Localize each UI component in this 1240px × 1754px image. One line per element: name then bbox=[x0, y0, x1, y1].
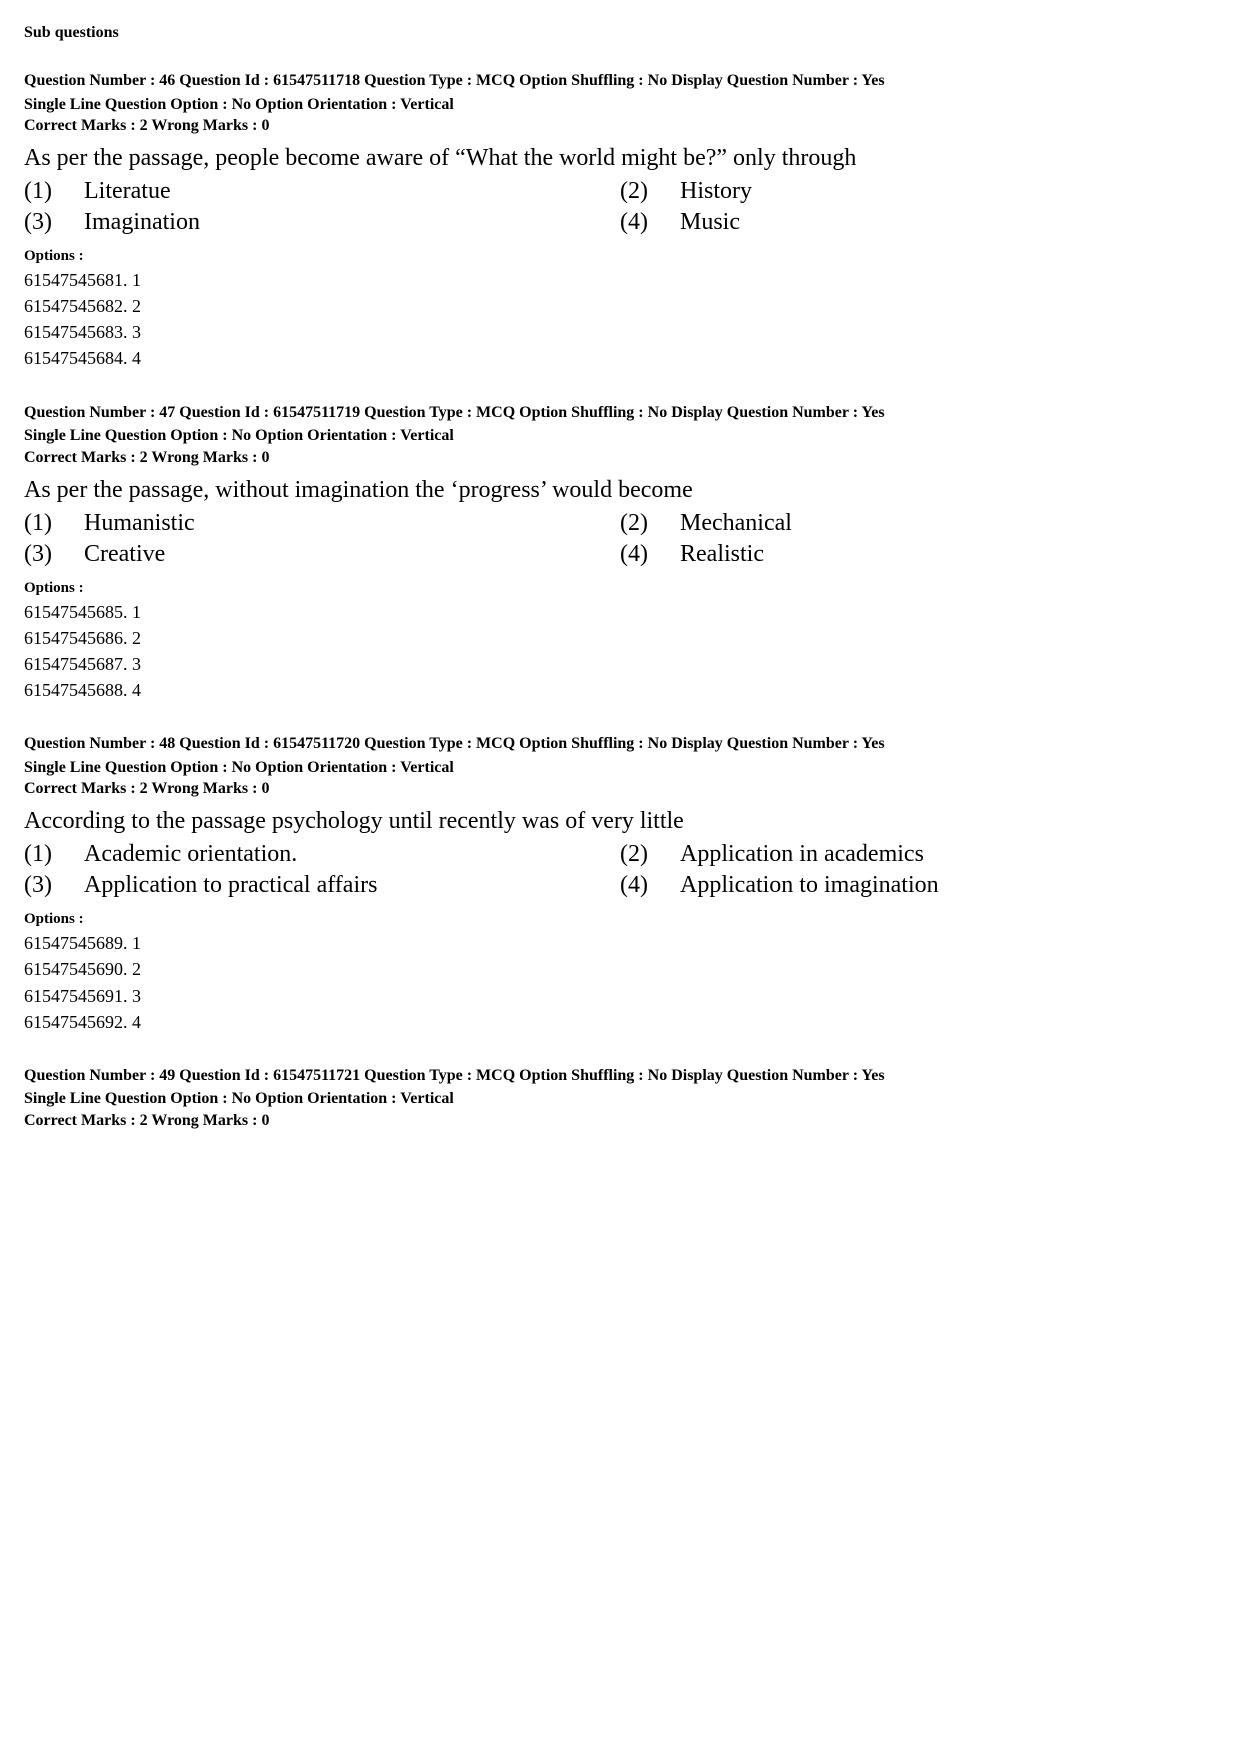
answer-number: (3) bbox=[24, 872, 84, 899]
question-block: Question Number : 47 Question Id : 61547… bbox=[24, 402, 1216, 704]
answer-number: (1) bbox=[24, 178, 84, 205]
question-meta-line1: Question Number : 49 Question Id : 61547… bbox=[24, 1065, 1216, 1087]
question-marks: Correct Marks : 2 Wrong Marks : 0 bbox=[24, 449, 1216, 467]
question-meta-line1: Question Number : 48 Question Id : 61547… bbox=[24, 733, 1216, 755]
answer-text: History bbox=[680, 178, 752, 205]
option-line: 61547545685. 1 bbox=[24, 599, 1216, 625]
option-line: 61547545683. 3 bbox=[24, 319, 1216, 345]
option-line: 61547545681. 1 bbox=[24, 267, 1216, 293]
question-meta-line2: Single Line Question Option : No Option … bbox=[24, 425, 1216, 447]
option-line: 61547545684. 4 bbox=[24, 345, 1216, 371]
question-text: As per the passage, without imagination … bbox=[24, 477, 1216, 504]
option-line: 61547545682. 2 bbox=[24, 293, 1216, 319]
question-block: Question Number : 49 Question Id : 61547… bbox=[24, 1065, 1216, 1130]
answer-text: Music bbox=[680, 209, 740, 236]
answer-text: Application to practical affairs bbox=[84, 872, 377, 899]
answer-text: Mechanical bbox=[680, 510, 792, 537]
answer-row: (3) Imagination (4) Music bbox=[24, 209, 1216, 236]
answer-row: (3) Application to practical affairs (4)… bbox=[24, 872, 1216, 899]
answer-text: Creative bbox=[84, 541, 165, 568]
options-header: Options : bbox=[24, 580, 1216, 597]
answer-text: Literatue bbox=[84, 178, 171, 205]
answer-text: Application in academics bbox=[680, 841, 924, 868]
options-header: Options : bbox=[24, 911, 1216, 928]
question-meta-line2: Single Line Question Option : No Option … bbox=[24, 1088, 1216, 1110]
answer-number: (4) bbox=[620, 872, 680, 899]
question-block: Question Number : 48 Question Id : 61547… bbox=[24, 733, 1216, 1035]
answer-number: (4) bbox=[620, 541, 680, 568]
answer-row: (1) Literatue (2) History bbox=[24, 178, 1216, 205]
question-text: According to the passage psychology unti… bbox=[24, 808, 1216, 835]
question-meta-line1: Question Number : 46 Question Id : 61547… bbox=[24, 70, 1216, 92]
answer-row: (1) Humanistic (2) Mechanical bbox=[24, 510, 1216, 537]
options-header: Options : bbox=[24, 248, 1216, 265]
section-header: Sub questions bbox=[24, 24, 1216, 42]
option-line: 61547545686. 2 bbox=[24, 625, 1216, 651]
option-line: 61547545690. 2 bbox=[24, 956, 1216, 982]
option-line: 61547545692. 4 bbox=[24, 1009, 1216, 1035]
answer-number: (4) bbox=[620, 209, 680, 236]
answer-number: (1) bbox=[24, 510, 84, 537]
option-line: 61547545687. 3 bbox=[24, 651, 1216, 677]
question-block: Question Number : 46 Question Id : 61547… bbox=[24, 70, 1216, 372]
answer-number: (3) bbox=[24, 209, 84, 236]
answer-number: (3) bbox=[24, 541, 84, 568]
option-line: 61547545688. 4 bbox=[24, 677, 1216, 703]
question-text: As per the passage, people become aware … bbox=[24, 145, 1216, 172]
answer-text: Humanistic bbox=[84, 510, 195, 537]
answer-number: (2) bbox=[620, 510, 680, 537]
question-meta-line2: Single Line Question Option : No Option … bbox=[24, 94, 1216, 116]
option-line: 61547545691. 3 bbox=[24, 983, 1216, 1009]
question-marks: Correct Marks : 2 Wrong Marks : 0 bbox=[24, 117, 1216, 135]
answer-row: (1) Academic orientation. (2) Applicatio… bbox=[24, 841, 1216, 868]
answer-number: (1) bbox=[24, 841, 84, 868]
option-line: 61547545689. 1 bbox=[24, 930, 1216, 956]
answer-number: (2) bbox=[620, 178, 680, 205]
question-marks: Correct Marks : 2 Wrong Marks : 0 bbox=[24, 780, 1216, 798]
answer-text: Application to imagination bbox=[680, 872, 939, 899]
question-meta-line1: Question Number : 47 Question Id : 61547… bbox=[24, 402, 1216, 424]
answer-number: (2) bbox=[620, 841, 680, 868]
question-meta-line2: Single Line Question Option : No Option … bbox=[24, 757, 1216, 779]
answer-row: (3) Creative (4) Realistic bbox=[24, 541, 1216, 568]
answer-text: Academic orientation. bbox=[84, 841, 297, 868]
answer-text: Imagination bbox=[84, 209, 200, 236]
answer-text: Realistic bbox=[680, 541, 764, 568]
question-marks: Correct Marks : 2 Wrong Marks : 0 bbox=[24, 1112, 1216, 1130]
